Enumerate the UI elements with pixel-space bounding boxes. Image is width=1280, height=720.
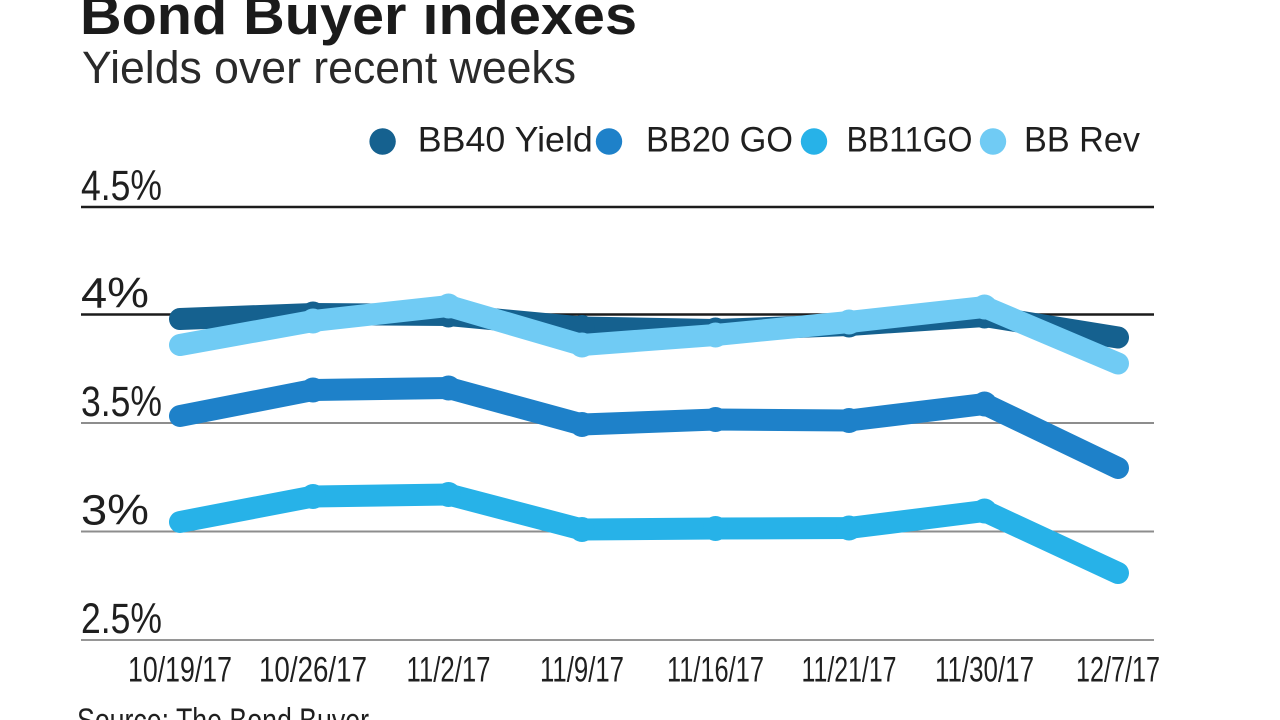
svg-text:11/30/17: 11/30/17 <box>935 650 1034 690</box>
svg-text:Source: The Bond Buyer: Source: The Bond Buyer <box>77 702 369 720</box>
svg-text:BB Rev: BB Rev <box>1024 121 1140 160</box>
svg-text:11/16/17: 11/16/17 <box>667 650 764 690</box>
svg-text:4.5%: 4.5% <box>81 163 162 210</box>
svg-text:BB11GO: BB11GO <box>847 121 973 160</box>
svg-text:Yields over recent weeks: Yields over recent weeks <box>82 42 576 93</box>
svg-text:2.5%: 2.5% <box>81 596 162 643</box>
svg-text:10/26/17: 10/26/17 <box>259 650 367 690</box>
svg-text:BB40 Yield: BB40 Yield <box>418 121 593 160</box>
svg-text:11/9/17: 11/9/17 <box>540 650 624 690</box>
svg-text:Bond Buyer indexes: Bond Buyer indexes <box>80 0 637 46</box>
svg-text:11/2/17: 11/2/17 <box>407 650 491 690</box>
svg-text:BB20 GO: BB20 GO <box>646 121 793 160</box>
svg-text:4%: 4% <box>81 271 149 318</box>
svg-text:3%: 3% <box>81 488 149 535</box>
svg-text:10/19/17: 10/19/17 <box>128 650 232 690</box>
svg-text:11/21/17: 11/21/17 <box>802 650 897 690</box>
svg-text:12/7/17: 12/7/17 <box>1076 650 1160 690</box>
svg-text:3.5%: 3.5% <box>81 379 162 426</box>
